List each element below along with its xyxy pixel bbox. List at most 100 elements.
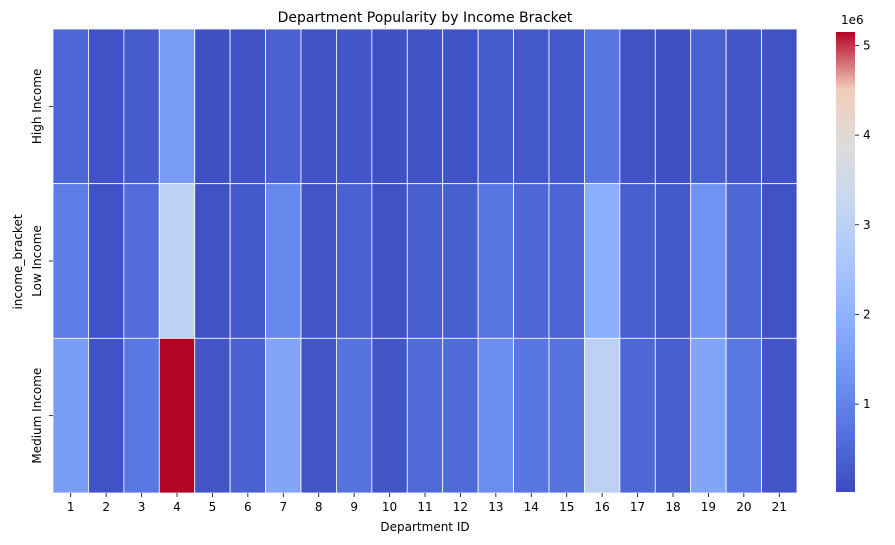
y-tick-label: Medium Income bbox=[30, 368, 44, 464]
colorbar bbox=[836, 32, 855, 492]
x-tick-label: 2 bbox=[102, 500, 110, 514]
heatmap-cell bbox=[513, 28, 550, 185]
heatmap-cell bbox=[584, 28, 621, 185]
y-tick-label: Low Income bbox=[30, 225, 44, 297]
x-tick-label: 19 bbox=[701, 500, 716, 514]
heatmap-cell bbox=[619, 28, 656, 185]
heatmap-cell bbox=[123, 183, 160, 339]
heatmap-cell bbox=[265, 183, 302, 339]
heatmap-cell bbox=[725, 337, 762, 494]
heatmap-cell bbox=[548, 337, 585, 494]
heatmap-cell bbox=[300, 28, 337, 185]
y-tick-labels: High Income Low Income Medium Income bbox=[30, 69, 53, 464]
heatmap-cell bbox=[371, 337, 408, 494]
x-tick-label: 20 bbox=[736, 500, 751, 514]
heatmap-cell bbox=[300, 183, 337, 339]
heatmap-cell bbox=[336, 337, 373, 494]
heatmap-cell bbox=[477, 337, 514, 494]
heatmap-cell bbox=[761, 183, 798, 339]
heatmap-cell bbox=[158, 28, 196, 185]
heatmap-cell bbox=[229, 183, 266, 339]
heatmap-cell bbox=[725, 28, 762, 185]
x-tick-label: 18 bbox=[665, 500, 680, 514]
heatmap-cell bbox=[477, 28, 514, 185]
heatmap-cell bbox=[336, 28, 373, 185]
heatmap-cell bbox=[371, 183, 408, 339]
heatmap-cell bbox=[88, 337, 125, 494]
heatmap-cell bbox=[88, 183, 125, 339]
heatmap-cell bbox=[52, 183, 89, 339]
x-tick-label: 15 bbox=[559, 500, 574, 514]
x-tick-label: 21 bbox=[772, 500, 787, 514]
heatmap-cell bbox=[371, 28, 408, 185]
x-tick-label: 17 bbox=[630, 500, 645, 514]
heatmap-cell bbox=[477, 183, 514, 339]
heatmap-cell bbox=[194, 28, 231, 185]
x-tick-label: 5 bbox=[209, 500, 217, 514]
heatmap-cell bbox=[654, 183, 692, 339]
colorbar-ticks: 1 2 3 4 5 bbox=[855, 38, 871, 411]
heatmap-cell bbox=[265, 337, 302, 494]
heatmap-cell bbox=[52, 28, 89, 185]
heatmap-cell bbox=[336, 183, 373, 339]
heatmap-cell bbox=[229, 337, 266, 494]
heatmap-cell bbox=[584, 337, 621, 494]
heatmap-cell bbox=[194, 183, 231, 339]
heatmap-cell bbox=[123, 337, 160, 494]
x-tick-label: 12 bbox=[453, 500, 468, 514]
heatmap-cell bbox=[442, 183, 479, 339]
colorbar-tick-label: 1 bbox=[863, 397, 871, 411]
heatmap-cell bbox=[690, 28, 727, 185]
x-tick-labels: 1 2 3 4 5 6 7 8 9 10 11 12 13 14 15 16 17 18 19 20 21 bbox=[67, 493, 787, 514]
heatmap-cell bbox=[52, 337, 89, 494]
x-tick-label: 10 bbox=[382, 500, 397, 514]
heatmap-cell bbox=[654, 28, 692, 185]
heatmap-cell bbox=[654, 337, 692, 494]
heatmap-cell bbox=[619, 337, 656, 494]
heatmap-cell bbox=[690, 183, 727, 339]
heatmap-cell bbox=[406, 183, 444, 339]
heatmap-cell bbox=[194, 337, 231, 494]
x-tick-label: 9 bbox=[350, 500, 358, 514]
heatmap-cell bbox=[442, 337, 479, 494]
colorbar-offset-label: 1e6 bbox=[841, 13, 864, 27]
x-tick-label: 6 bbox=[244, 500, 252, 514]
heatmap-cell bbox=[584, 183, 621, 339]
heatmap-cell bbox=[229, 28, 266, 185]
colorbar-tick-label: 2 bbox=[863, 307, 871, 321]
heatmap-cell bbox=[513, 183, 550, 339]
heatmap-cell bbox=[406, 28, 444, 185]
x-axis-label: Department ID bbox=[380, 520, 469, 534]
heatmap-cell bbox=[761, 28, 798, 185]
x-tick-label: 7 bbox=[279, 500, 287, 514]
x-tick-label: 16 bbox=[595, 500, 610, 514]
y-axis-label: income_bracket bbox=[11, 214, 25, 309]
x-tick-label: 11 bbox=[417, 500, 432, 514]
heatmap-cell bbox=[158, 337, 196, 494]
heatmap-cell bbox=[619, 183, 656, 339]
y-tick-label: High Income bbox=[30, 69, 44, 145]
colorbar-tick-label: 3 bbox=[863, 218, 871, 232]
x-tick-label: 3 bbox=[138, 500, 146, 514]
heatmap-cell bbox=[123, 28, 160, 185]
heatmap-cell bbox=[548, 28, 585, 185]
heatmap-cell bbox=[761, 337, 798, 494]
heatmap-cells bbox=[52, 28, 798, 494]
heatmap-cell bbox=[442, 28, 479, 185]
x-tick-label: 8 bbox=[315, 500, 323, 514]
heatmap-cell bbox=[88, 28, 125, 185]
heatmap-cell bbox=[690, 337, 727, 494]
colorbar-tick-label: 4 bbox=[863, 128, 871, 142]
x-tick-label: 13 bbox=[488, 500, 503, 514]
colorbar-tick-label: 5 bbox=[863, 38, 871, 52]
heatmap-cell bbox=[548, 183, 585, 339]
heatmap-cell bbox=[725, 183, 762, 339]
x-tick-label: 1 bbox=[67, 500, 75, 514]
heatmap-cell bbox=[513, 337, 550, 494]
heatmap-cell bbox=[158, 183, 196, 339]
heatmap-cell bbox=[406, 337, 444, 494]
chart-title: Department Popularity by Income Bracket bbox=[278, 10, 573, 26]
heatmap-cell bbox=[300, 337, 337, 494]
x-tick-label: 4 bbox=[173, 500, 181, 514]
